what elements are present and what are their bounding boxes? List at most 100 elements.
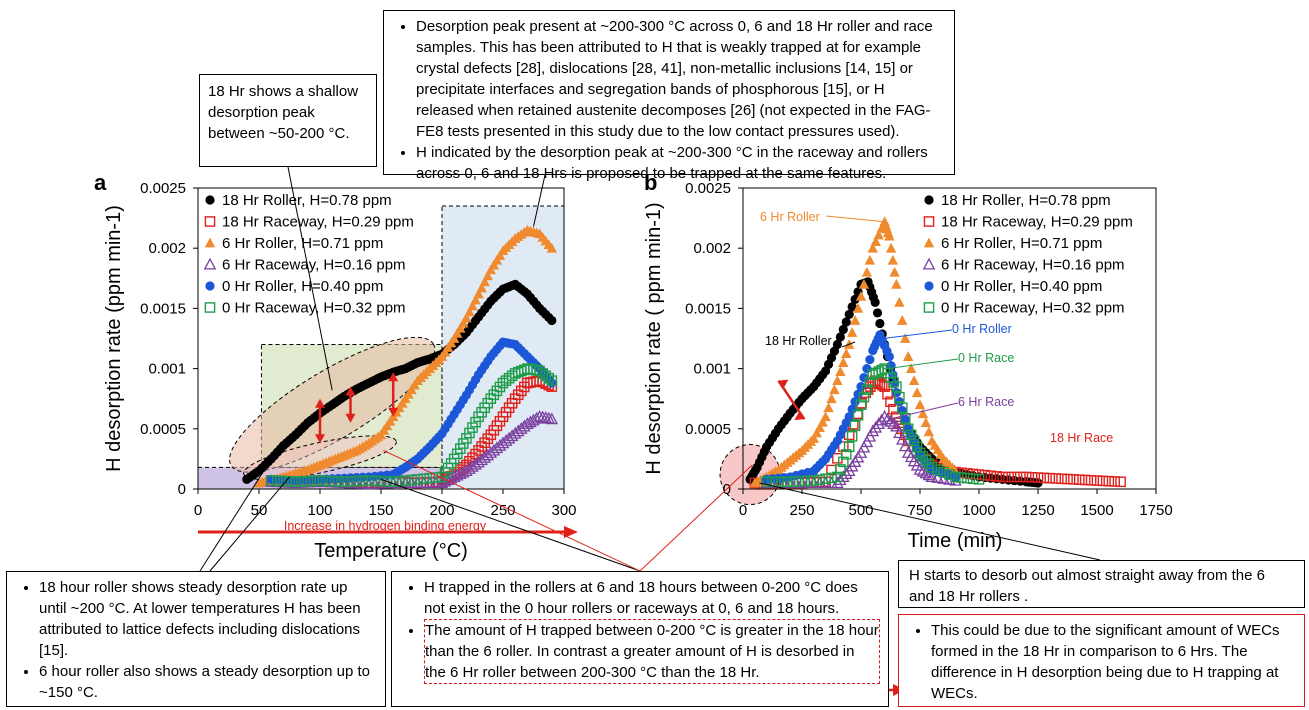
data-point xyxy=(761,476,772,488)
data-point xyxy=(841,348,852,358)
data-point xyxy=(808,475,820,486)
callout-trapped-item-1: H trapped in the rollers at 6 and 18 hou… xyxy=(424,577,880,619)
data-point xyxy=(838,456,849,468)
data-point xyxy=(338,476,351,489)
data-point xyxy=(944,469,955,480)
y-axis-label: H desorption rate ( ppm min-1) xyxy=(643,202,665,474)
data-point xyxy=(814,474,825,485)
data-point xyxy=(476,282,487,293)
data-point xyxy=(905,429,917,441)
data-point xyxy=(902,423,914,435)
legend-label: 18 Hr Raceway, H=0.29 ppm xyxy=(941,214,1133,231)
y-tick-label: 0.0015 xyxy=(685,300,731,317)
data-point xyxy=(455,322,466,333)
data-point xyxy=(784,476,796,488)
y-tick-label: 0.002 xyxy=(693,240,731,257)
legend-label: 6 Hr Raceway, H=0.16 ppm xyxy=(941,257,1125,274)
data-point xyxy=(546,375,558,386)
data-point xyxy=(858,278,870,289)
data-point xyxy=(424,472,436,484)
x-tick-label: 250 xyxy=(789,502,814,519)
data-point xyxy=(920,454,932,466)
data-point xyxy=(773,476,784,488)
data-point xyxy=(894,296,905,307)
data-point xyxy=(835,366,846,377)
data-point xyxy=(891,278,902,289)
data-point xyxy=(884,230,895,241)
data-point xyxy=(546,242,557,253)
data-point xyxy=(1103,475,1115,487)
data-point xyxy=(894,391,905,403)
data-point xyxy=(832,375,843,386)
data-point xyxy=(884,414,897,427)
y-tick-label: 0.001 xyxy=(693,361,731,378)
data-point xyxy=(838,357,849,367)
data-point xyxy=(844,309,854,320)
data-point xyxy=(885,242,897,253)
data-point xyxy=(290,476,301,488)
callout-high-temp-item-2: H indicated by the desorption peak at ~2… xyxy=(416,142,946,184)
data-point xyxy=(893,426,906,439)
data-point xyxy=(841,317,851,327)
data-point xyxy=(866,424,880,437)
data-point xyxy=(899,412,911,424)
data-point xyxy=(922,468,936,481)
annotation-leader xyxy=(841,341,856,348)
legend-marker xyxy=(204,302,216,313)
data-point xyxy=(467,422,478,433)
legend-marker xyxy=(205,195,215,205)
data-point xyxy=(278,475,289,487)
x-tick-label: 50 xyxy=(251,502,268,519)
plot-frame-b xyxy=(742,187,1157,490)
data-point xyxy=(900,415,910,425)
data-point xyxy=(865,354,875,365)
data-point xyxy=(961,472,973,484)
data-point xyxy=(835,332,845,342)
data-point xyxy=(1073,474,1085,485)
data-point xyxy=(890,419,903,432)
data-point xyxy=(843,441,855,453)
data-point xyxy=(1050,473,1061,484)
y-tick-label: 0.0005 xyxy=(685,421,731,438)
data-point xyxy=(350,476,363,489)
data-point xyxy=(846,327,858,337)
data-point xyxy=(1009,471,1020,483)
data-point xyxy=(357,475,369,487)
data-point xyxy=(973,474,985,485)
data-point xyxy=(393,476,406,489)
data-point xyxy=(265,475,277,486)
data-point xyxy=(859,373,869,383)
data-point xyxy=(399,476,412,489)
data-point xyxy=(908,435,920,447)
legend-marker xyxy=(203,257,217,270)
legend-label: 6 Hr Raceway, H=0.16 ppm xyxy=(222,257,406,274)
binding-energy-label: Increase in hydrogen binding energy xyxy=(284,519,487,533)
data-point xyxy=(917,451,929,462)
x-tick-label: 150 xyxy=(368,502,393,519)
data-point xyxy=(518,419,531,432)
data-point xyxy=(891,381,902,392)
legend-label: 18 Hr Roller, H=0.78 ppm xyxy=(941,192,1111,209)
data-point xyxy=(796,475,808,487)
legend-marker xyxy=(205,281,215,291)
callout-leader xyxy=(639,464,753,572)
data-point xyxy=(832,339,843,350)
data-point xyxy=(846,431,858,442)
binding-energy-arrowhead xyxy=(564,526,578,538)
difference-arrowhead xyxy=(388,407,399,417)
data-point xyxy=(840,449,852,460)
y-tick-label: 0 xyxy=(178,481,186,498)
callout-leader xyxy=(287,166,333,391)
data-point xyxy=(925,470,939,483)
data-point xyxy=(829,384,840,395)
x-tick-label: 250 xyxy=(490,502,515,519)
data-point xyxy=(452,327,463,338)
data-point xyxy=(400,475,411,486)
data-point xyxy=(926,462,938,473)
data-point xyxy=(381,476,393,487)
data-point xyxy=(876,379,888,391)
x-tick-label: 500 xyxy=(848,502,873,519)
data-point xyxy=(802,475,814,487)
series-annotation: 18 Hr Race xyxy=(1050,431,1113,445)
y-tick-label: 0.001 xyxy=(148,361,186,378)
